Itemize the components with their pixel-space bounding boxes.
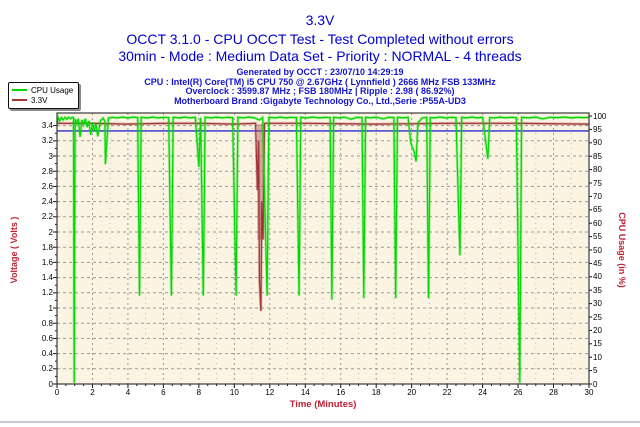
right-tick-label: 80 <box>593 165 602 175</box>
x-tick-label: 20 <box>407 388 417 397</box>
bottom-divider <box>0 421 640 423</box>
right-tick-label: 55 <box>593 232 602 242</box>
left-tick-label: 0.6 <box>41 333 53 343</box>
left-tick-label: 1.8 <box>41 242 53 252</box>
legend-label-cpu-usage: CPU Usage <box>31 85 74 95</box>
left-axis-title: Voltage ( Volts ) <box>9 216 19 284</box>
left-tick-label: 1.4 <box>41 273 53 283</box>
left-tick-label: 3.4 <box>41 121 53 131</box>
right-tick-label: 85 <box>593 151 602 161</box>
x-tick-label: 8 <box>196 388 202 397</box>
x-tick-label: 14 <box>300 388 310 397</box>
left-tick-label: 3.2 <box>41 136 53 146</box>
right-tick-label: 100 <box>593 111 607 121</box>
voltage-line-swatch <box>12 99 27 101</box>
x-tick-label: 24 <box>478 388 488 397</box>
left-tick-label: 2 <box>48 227 53 237</box>
right-tick-label: 5 <box>593 366 598 376</box>
cpu-info-line: CPU : Intel(R) Core(TM) i5 CPU 750 @ 2.6… <box>144 76 496 87</box>
x-axis-title: Time (Minutes) <box>289 399 357 410</box>
right-tick-label: 90 <box>593 138 602 148</box>
right-tick-label: 10 <box>593 352 602 362</box>
x-tick-label: 6 <box>161 388 166 397</box>
system-info-block: Generated by OCCT : 23/07/10 14:29:19 CP… <box>0 67 640 106</box>
right-tick-label: 15 <box>593 339 602 349</box>
right-tick-label: 35 <box>593 285 602 295</box>
left-tick-label: 2.4 <box>41 197 53 207</box>
x-tick-label: 4 <box>125 388 131 397</box>
x-tick-label: 2 <box>90 388 95 397</box>
x-tick-label: 18 <box>371 388 381 397</box>
motherboard-info-line: Motherboard Brand :Gigabyte Technology C… <box>174 95 466 106</box>
right-tick-label: 20 <box>593 325 602 335</box>
x-tick-label: 22 <box>442 388 452 397</box>
left-tick-label: 3 <box>48 151 53 161</box>
left-tick-label: 0.4 <box>41 349 53 359</box>
left-tick-label: 1.2 <box>41 288 53 298</box>
legend-label-3v3: 3.3V <box>31 95 48 105</box>
left-tick-label: 0.2 <box>41 364 53 374</box>
test-mode-subtitle: 30min - Mode : Medium Data Set - Priorit… <box>118 48 522 64</box>
right-tick-label: 65 <box>593 205 602 215</box>
cpu-usage-line-swatch <box>12 89 27 91</box>
x-tick-label: 12 <box>265 388 275 397</box>
chart-legend: CPU Usage 3.3V <box>8 82 80 109</box>
right-tick-label: 30 <box>593 299 602 309</box>
right-tick-label: 95 <box>593 124 602 134</box>
right-tick-label: 25 <box>593 312 602 322</box>
left-tick-label: 0.8 <box>41 318 53 328</box>
right-axis-title: CPU Usage (in %) <box>617 212 627 288</box>
right-tick-label: 50 <box>593 245 602 255</box>
test-result-subtitle: OCCT 3.1.0 - CPU OCCT Test - Test Comple… <box>126 31 514 47</box>
left-tick-label: 1.6 <box>41 257 53 267</box>
left-tick-label: 2.6 <box>41 181 53 191</box>
x-tick-label: 10 <box>229 388 239 397</box>
legend-item-cpu-usage: CPU Usage <box>12 85 73 95</box>
left-tick-label: 2.8 <box>41 166 53 176</box>
right-tick-label: 0 <box>593 379 598 389</box>
left-tick-label: 2.2 <box>41 212 53 222</box>
right-tick-label: 60 <box>593 218 602 228</box>
x-tick-label: 28 <box>549 388 558 397</box>
right-tick-label: 40 <box>593 272 602 282</box>
overclock-info-line: Overclock : 3599.87 MHz ; FSB 180MHz | R… <box>185 86 455 97</box>
right-tick-label: 45 <box>593 258 602 268</box>
right-tick-label: 75 <box>593 178 602 188</box>
x-tick-label: 0 <box>54 388 60 397</box>
x-tick-label: 16 <box>336 388 346 397</box>
page-title: 3.3V <box>305 12 335 28</box>
x-tick-label: 30 <box>584 388 594 397</box>
left-tick-label: 1 <box>48 303 53 313</box>
generated-line: Generated by OCCT : 23/07/10 14:29:19 <box>236 67 404 77</box>
right-tick-label: 70 <box>593 191 602 201</box>
x-tick-label: 26 <box>513 388 523 397</box>
legend-item-3v3: 3.3V <box>12 95 73 105</box>
left-tick-label: 0 <box>48 379 53 389</box>
